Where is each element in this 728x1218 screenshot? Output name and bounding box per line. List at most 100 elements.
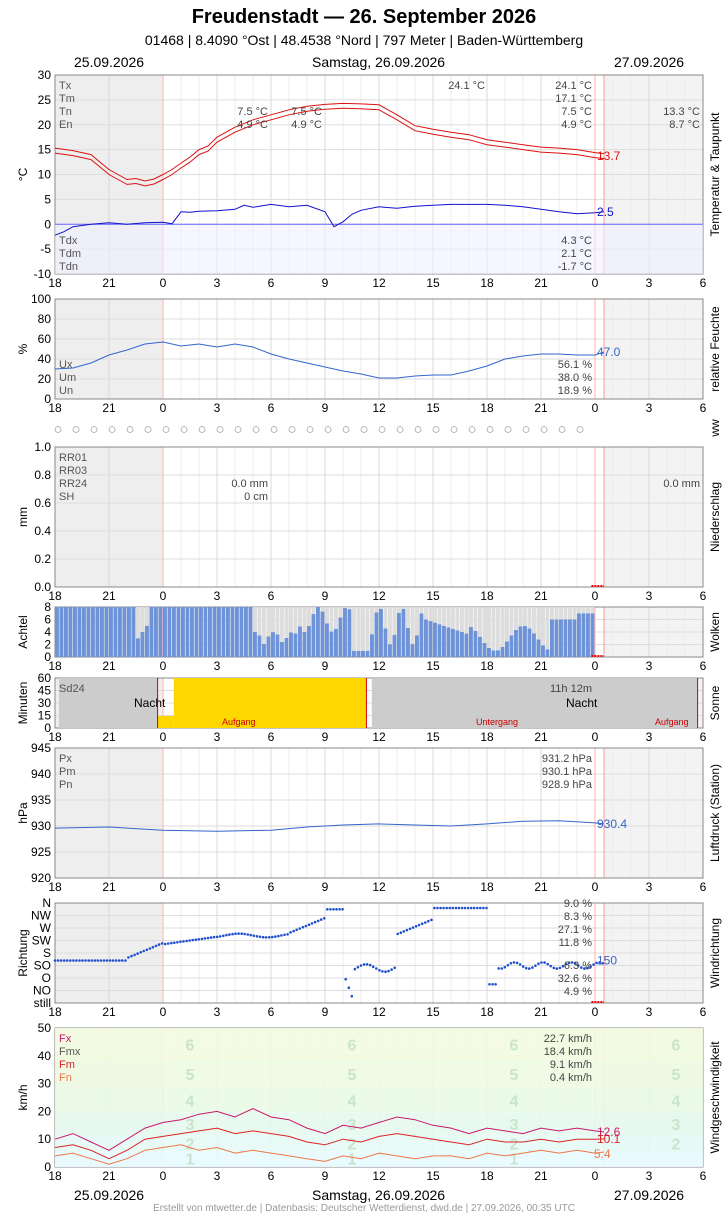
wind-dir-point <box>246 933 250 936</box>
wind-dir-point <box>194 938 198 941</box>
pressure-day-stats: 931.2 hPa <box>542 753 593 765</box>
ww-symbol: ○ <box>305 421 314 438</box>
temperature-day-stats: 24.1 °C <box>555 80 592 92</box>
sunshine-night-block <box>59 678 158 728</box>
sunshine-xtick-label: 3 <box>214 730 221 744</box>
precipitation-ytick-label: 0.6 <box>34 496 51 510</box>
ww-symbol: ○ <box>269 421 278 438</box>
wind-dir-point <box>573 962 577 965</box>
cloud-clear-bar <box>433 607 437 623</box>
humidity-xtick-label: 0 <box>592 401 599 415</box>
clouds-xtick-label: 15 <box>426 659 440 673</box>
clouds-ytick-label: 6 <box>44 613 51 627</box>
wind-dir-point <box>249 933 253 937</box>
precipitation-ylabel: mm <box>16 507 30 527</box>
pressure-side-label: Luftdruck (Station) <box>708 764 722 862</box>
cloud-bar <box>109 607 113 657</box>
ww-symbol: ○ <box>197 421 206 438</box>
wind-dir-point <box>310 922 314 925</box>
wind-dir-point <box>436 906 439 910</box>
cloud-bar <box>262 643 266 657</box>
wind-dir-point <box>127 956 130 959</box>
bft-label: 1 <box>186 1152 195 1169</box>
wind-dir-point <box>209 936 213 939</box>
cloud-bar <box>397 612 401 657</box>
cloud-clear-bar <box>590 607 595 614</box>
temperature-xtick-label: 21 <box>534 276 548 290</box>
cloud-clear-bar <box>586 607 590 614</box>
wind-dir-point <box>335 908 338 911</box>
wind-dir-point <box>286 933 289 936</box>
wind-dir-stats-lower: 4.9 % <box>564 986 592 998</box>
wind-dir-point <box>442 906 445 910</box>
wind-dir-point <box>506 963 510 967</box>
cloud-clear-bar <box>442 607 446 626</box>
wind-dir-point <box>368 963 372 967</box>
humidity-line <box>54 341 605 379</box>
wind-legend: Fm <box>59 1059 75 1071</box>
wind-dir-point <box>133 953 136 957</box>
temperature-line-upper <box>54 102 605 182</box>
sunshine-xtick-label: 21 <box>534 730 548 744</box>
wind_dir-xtick-label: 18 <box>48 1005 62 1019</box>
precipitation-legend: RR03 <box>59 465 87 477</box>
wind-dir-point <box>381 970 384 973</box>
bft-label: 6 <box>510 1038 519 1055</box>
cloud-clear-bar <box>568 607 572 620</box>
pressure-ytick-label: 925 <box>31 845 51 859</box>
wind-dir-point <box>512 961 516 964</box>
wind-dir-point <box>417 923 421 927</box>
cloud-bar <box>410 644 415 657</box>
bft-label: 5 <box>510 1067 519 1084</box>
wind-dir-point <box>353 967 357 971</box>
humidity-future-shade <box>604 299 703 399</box>
temperature-xtick-label: 9 <box>322 276 329 290</box>
bft-label: 4 <box>186 1093 195 1110</box>
wind-dir-point <box>420 922 424 925</box>
wind-dir-point <box>136 952 139 955</box>
humidity-ytick-label: 100 <box>31 292 51 306</box>
wind_dir-xtick-label: 9 <box>322 1005 329 1019</box>
precipitation-xtick-label: 12 <box>372 589 386 603</box>
temperature-legend: Tn <box>59 106 72 118</box>
wind_speed-xtick-label: 6 <box>700 1169 707 1183</box>
pressure-day-stats: 930.1 hPa <box>542 766 593 778</box>
cloud-bar <box>329 631 334 657</box>
cloud-bar <box>527 628 532 657</box>
wind-dir-point <box>93 959 97 962</box>
wind_speed-ytick-label: 50 <box>38 1021 52 1035</box>
cloud-clear-bar <box>397 607 401 613</box>
cloud-bar <box>518 626 523 657</box>
wind_speed-xtick-label: 15 <box>426 1169 440 1183</box>
wind-dir-point <box>283 933 286 937</box>
sunshine-duration: 11h 12m <box>550 683 592 695</box>
bft-label: 3 <box>186 1117 195 1134</box>
cloud-bar <box>86 607 91 657</box>
wind-dir-point <box>375 967 378 970</box>
cloud-bar <box>325 623 329 657</box>
cloud-bar <box>230 607 235 657</box>
wind-dir-point <box>139 951 142 954</box>
cloud-clear-bar <box>293 607 298 634</box>
cloud-clear-bar <box>464 607 469 634</box>
cloud-clear-bar <box>257 607 262 636</box>
dewpoint-legend: Tdm <box>59 248 81 260</box>
pressure-xtick-label: 21 <box>102 880 116 894</box>
ww-symbol: ○ <box>215 421 224 438</box>
wind-dir-point <box>466 906 470 910</box>
cloud-bar <box>523 625 527 657</box>
clouds-xtick-label: 0 <box>160 659 167 673</box>
cloud-clear-bar <box>478 607 482 637</box>
wind-dir-point <box>261 935 265 939</box>
cloud-bar <box>55 607 59 657</box>
wind-dir-point <box>124 959 127 962</box>
date-left-bottom: 25.09.2026 <box>74 1187 145 1203</box>
temperature-xtick-label: 18 <box>480 276 494 290</box>
wind-dir-point <box>555 967 559 970</box>
wind-dir-point <box>264 936 268 939</box>
cloud-bar <box>73 607 77 657</box>
cloud-clear-bar <box>275 607 280 635</box>
cloud-clear-bar <box>410 607 415 645</box>
temperature-frost-band <box>55 224 703 274</box>
